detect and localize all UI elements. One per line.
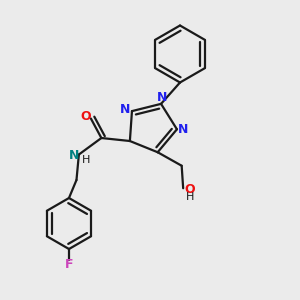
Text: H: H — [186, 192, 194, 202]
Text: O: O — [80, 110, 91, 123]
Text: N: N — [69, 148, 79, 162]
Text: O: O — [184, 183, 195, 196]
Text: N: N — [158, 91, 168, 104]
Text: N: N — [120, 103, 130, 116]
Text: H: H — [82, 155, 91, 165]
Text: F: F — [65, 258, 73, 272]
Text: N: N — [178, 123, 189, 136]
